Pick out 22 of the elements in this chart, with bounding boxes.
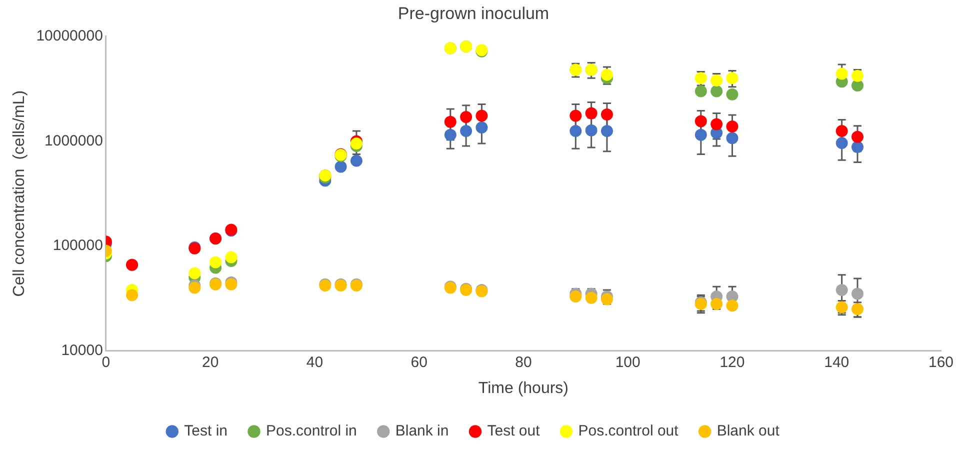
x-axis-title: Time (hours) bbox=[478, 380, 569, 397]
x-tick-label: 40 bbox=[306, 354, 324, 371]
x-tick-label: 140 bbox=[824, 354, 850, 371]
y-tick-label: 10000000 bbox=[36, 28, 103, 45]
legend-label: Blank in bbox=[395, 422, 449, 440]
legend-label: Test in bbox=[184, 422, 228, 440]
legend-label: Test out bbox=[487, 422, 541, 440]
x-tick-label: 100 bbox=[615, 354, 640, 371]
y-tick-label: 10000 bbox=[61, 342, 103, 359]
y-tick-label: 1000000 bbox=[44, 132, 103, 150]
y-tick-label: 100000 bbox=[52, 237, 103, 254]
legend-label: Pos.control in bbox=[266, 422, 357, 440]
x-tick-label: 120 bbox=[720, 354, 745, 371]
x-tick-label: 80 bbox=[515, 354, 532, 371]
legend-label: Blank out bbox=[716, 422, 780, 440]
chart-title: Pre-grown inoculum bbox=[398, 4, 550, 23]
y-axis-title: Cell concentration (cells/mL) bbox=[11, 90, 28, 297]
x-tick-label: 160 bbox=[928, 354, 954, 371]
legend-label: Pos.control out bbox=[578, 422, 680, 440]
x-tick-label: 20 bbox=[202, 354, 219, 371]
x-tick-label: 0 bbox=[102, 354, 110, 371]
x-tick-label: 60 bbox=[410, 354, 428, 371]
